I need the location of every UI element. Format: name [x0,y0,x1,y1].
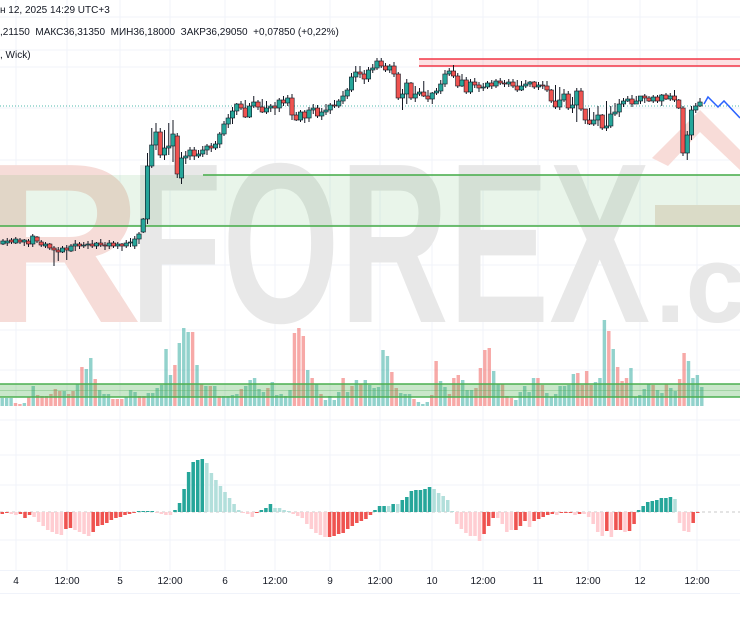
indicator-legend[interactable]: , Wick) [0,50,31,61]
candlestick-series [0,58,703,266]
chart-header: н 12, 2025 14:29 UTC+3 ,21150 МАКС36,313… [0,0,740,66]
ohlc-legend: ,21150 МАКС36,31350 МИН36,18000 ЗАКР36,2… [0,27,339,38]
ohlc-close: 36,29050 [205,27,248,38]
time-tick: 9 [327,576,333,587]
time-tick: 12:00 [575,576,601,587]
ohlc-high-label: МАКС [35,27,64,38]
histogram-indicator [0,459,740,541]
ohlc-high: 36,31350 [63,27,106,38]
time-tick: 10 [426,576,438,587]
date-label: н 12, 2025 14:29 UTC+3 [0,5,110,16]
time-tick: 12:00 [684,576,710,587]
watermark-text: FOREX [130,117,650,371]
watermark-domain: .co [655,223,740,346]
ohlc-low: 36,18000 [133,27,176,38]
zones [0,58,740,227]
time-tick: 4 [13,576,19,587]
time-tick: 12:00 [54,576,80,587]
ohlc-close-label: ЗАКР [180,27,206,38]
time-tick: 12:00 [157,576,183,587]
time-tick: 11 [532,576,544,587]
time-tick: 12 [634,576,646,587]
time-axis[interactable]: 4 12:00 5 12:00 6 12:00 9 12:00 10 12:00 11 12:00 12… [0,570,740,594]
time-tick: 6 [222,576,228,587]
time-tick: 12:00 [262,576,288,587]
volume-zone [0,383,740,398]
watermark-bar [655,205,740,227]
ohlc-low-label: МИН [110,27,134,38]
ohlc-change: +0,07850 (+0,22%) [253,27,339,38]
time-tick: 5 [117,576,123,587]
watermark: R FOREX .co [0,110,740,371]
ohlc-open: ,21150 [0,27,30,38]
watermark-arrow-icon [652,110,740,170]
forecast-line [703,95,740,119]
time-tick: 12:00 [470,576,496,587]
time-tick: 12:00 [367,576,393,587]
